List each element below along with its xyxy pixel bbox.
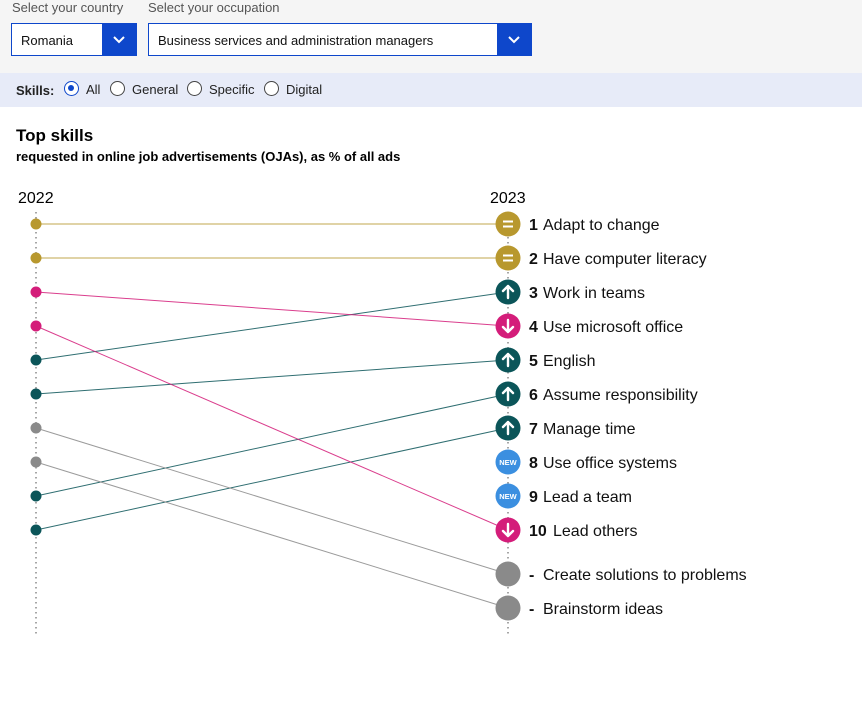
chevron-down-icon (508, 36, 520, 44)
new-badge-text: NEW (499, 492, 517, 501)
skill-label: Use office systems (543, 455, 677, 472)
skills-filter-bar: Skills: All General Specific Digital (0, 73, 862, 107)
skill-label: Manage time (543, 421, 636, 438)
point-2022 (30, 354, 42, 366)
point-2022 (30, 218, 42, 230)
new-badge-icon: NEW (495, 449, 521, 475)
occupation-value: Business services and administration man… (158, 33, 434, 48)
point-2022 (30, 286, 42, 298)
equals-icon (495, 211, 521, 237)
point-2022 (30, 388, 42, 400)
arrow-down-glyph (501, 522, 515, 538)
radio-circle[interactable] (187, 81, 202, 96)
occupation-dropdown-button[interactable] (497, 24, 531, 55)
point-2022 (30, 524, 42, 536)
rank-label: 10 (529, 523, 547, 540)
equals-bar (503, 220, 513, 223)
rank-label: 9 (529, 489, 538, 506)
year-2022-label: 2022 (18, 190, 54, 207)
connector-line (35, 393, 509, 497)
skill-label: Work in teams (543, 285, 645, 302)
arrow-up-icon (495, 415, 521, 441)
skill-label: Use microsoft office (543, 319, 683, 336)
country-select[interactable]: Romania (11, 23, 137, 56)
country-dropdown-button[interactable] (102, 24, 136, 55)
rank-label: 1 (529, 217, 538, 234)
grey-dot-icon (495, 595, 521, 621)
radio-label: General (132, 82, 179, 97)
filter-bar: Select your country Romania Select your … (0, 0, 862, 73)
skill-label: Create solutions to problems (543, 567, 747, 584)
chart-subtitle: requested in online job advertisements (… (16, 149, 401, 164)
arrow-up-icon (495, 279, 521, 305)
connector-line (35, 291, 509, 327)
occupation-label: Select your occupation (148, 0, 280, 15)
grey-dot-icon (495, 561, 521, 587)
skills-label: Skills: (16, 83, 55, 98)
equals-bar (503, 254, 513, 257)
skill-label: Lead others (553, 523, 638, 540)
point-2022 (30, 320, 42, 332)
rank-label: 3 (529, 285, 538, 302)
radio-label: Digital (286, 82, 323, 97)
skill-label: Assume responsibility (543, 387, 698, 404)
arrow-up-glyph (501, 386, 515, 402)
arrow-up-icon (495, 381, 521, 407)
arrow-up-glyph (501, 284, 515, 300)
radio-circle[interactable] (264, 81, 279, 96)
skill-label: English (543, 353, 595, 370)
arrow-down-icon (495, 517, 521, 543)
connector-line (35, 427, 509, 575)
country-label: Select your country (12, 0, 124, 15)
rank-label: - (529, 567, 534, 584)
rank-label: 6 (529, 387, 538, 404)
arrow-up-icon (495, 347, 521, 373)
new-badge-text: NEW (499, 458, 517, 467)
country-value: Romania (21, 33, 74, 48)
connector-line (35, 427, 509, 531)
point-2022 (30, 252, 42, 264)
marker-2023 (495, 561, 521, 587)
arrow-up-glyph (501, 420, 515, 436)
rank-label: 5 (529, 353, 538, 370)
marker-2023 (495, 483, 521, 509)
point-2022 (30, 456, 42, 468)
arrow-down-icon (495, 313, 521, 339)
rank-label: 7 (529, 421, 538, 438)
rank-label: - (529, 601, 534, 618)
skill-label: Adapt to change (543, 217, 660, 234)
chart-title: Top skills (16, 126, 94, 145)
point-2022 (30, 490, 42, 502)
equals-bar (503, 225, 513, 228)
arrow-down-glyph (501, 318, 515, 334)
year-2023-label: 2023 (490, 190, 526, 207)
new-badge-icon: NEW (495, 483, 521, 509)
rank-label: 2 (529, 251, 538, 268)
radio-label: Specific (209, 82, 255, 97)
marker-2023 (495, 595, 521, 621)
marker-2023 (495, 211, 521, 237)
connector-line (35, 461, 509, 609)
connector-line (35, 325, 509, 531)
marker-2023 (495, 449, 521, 475)
radio-label: All (86, 82, 101, 97)
point-2022 (30, 422, 42, 434)
rank-label: 4 (529, 319, 538, 336)
equals-bar (503, 259, 513, 262)
connector-line (35, 359, 509, 395)
radio-circle[interactable] (110, 81, 125, 96)
occupation-select[interactable]: Business services and administration man… (148, 23, 532, 56)
skill-label: Lead a team (543, 489, 632, 506)
skill-label: Brainstorm ideas (543, 601, 663, 618)
chevron-down-icon (113, 36, 125, 44)
connector-line (35, 291, 509, 361)
equals-icon (495, 245, 521, 271)
skill-label: Have computer literacy (543, 251, 707, 268)
arrow-up-glyph (501, 352, 515, 368)
marker-2023 (495, 245, 521, 271)
radio-circle[interactable] (64, 81, 79, 96)
rank-label: 8 (529, 455, 538, 472)
